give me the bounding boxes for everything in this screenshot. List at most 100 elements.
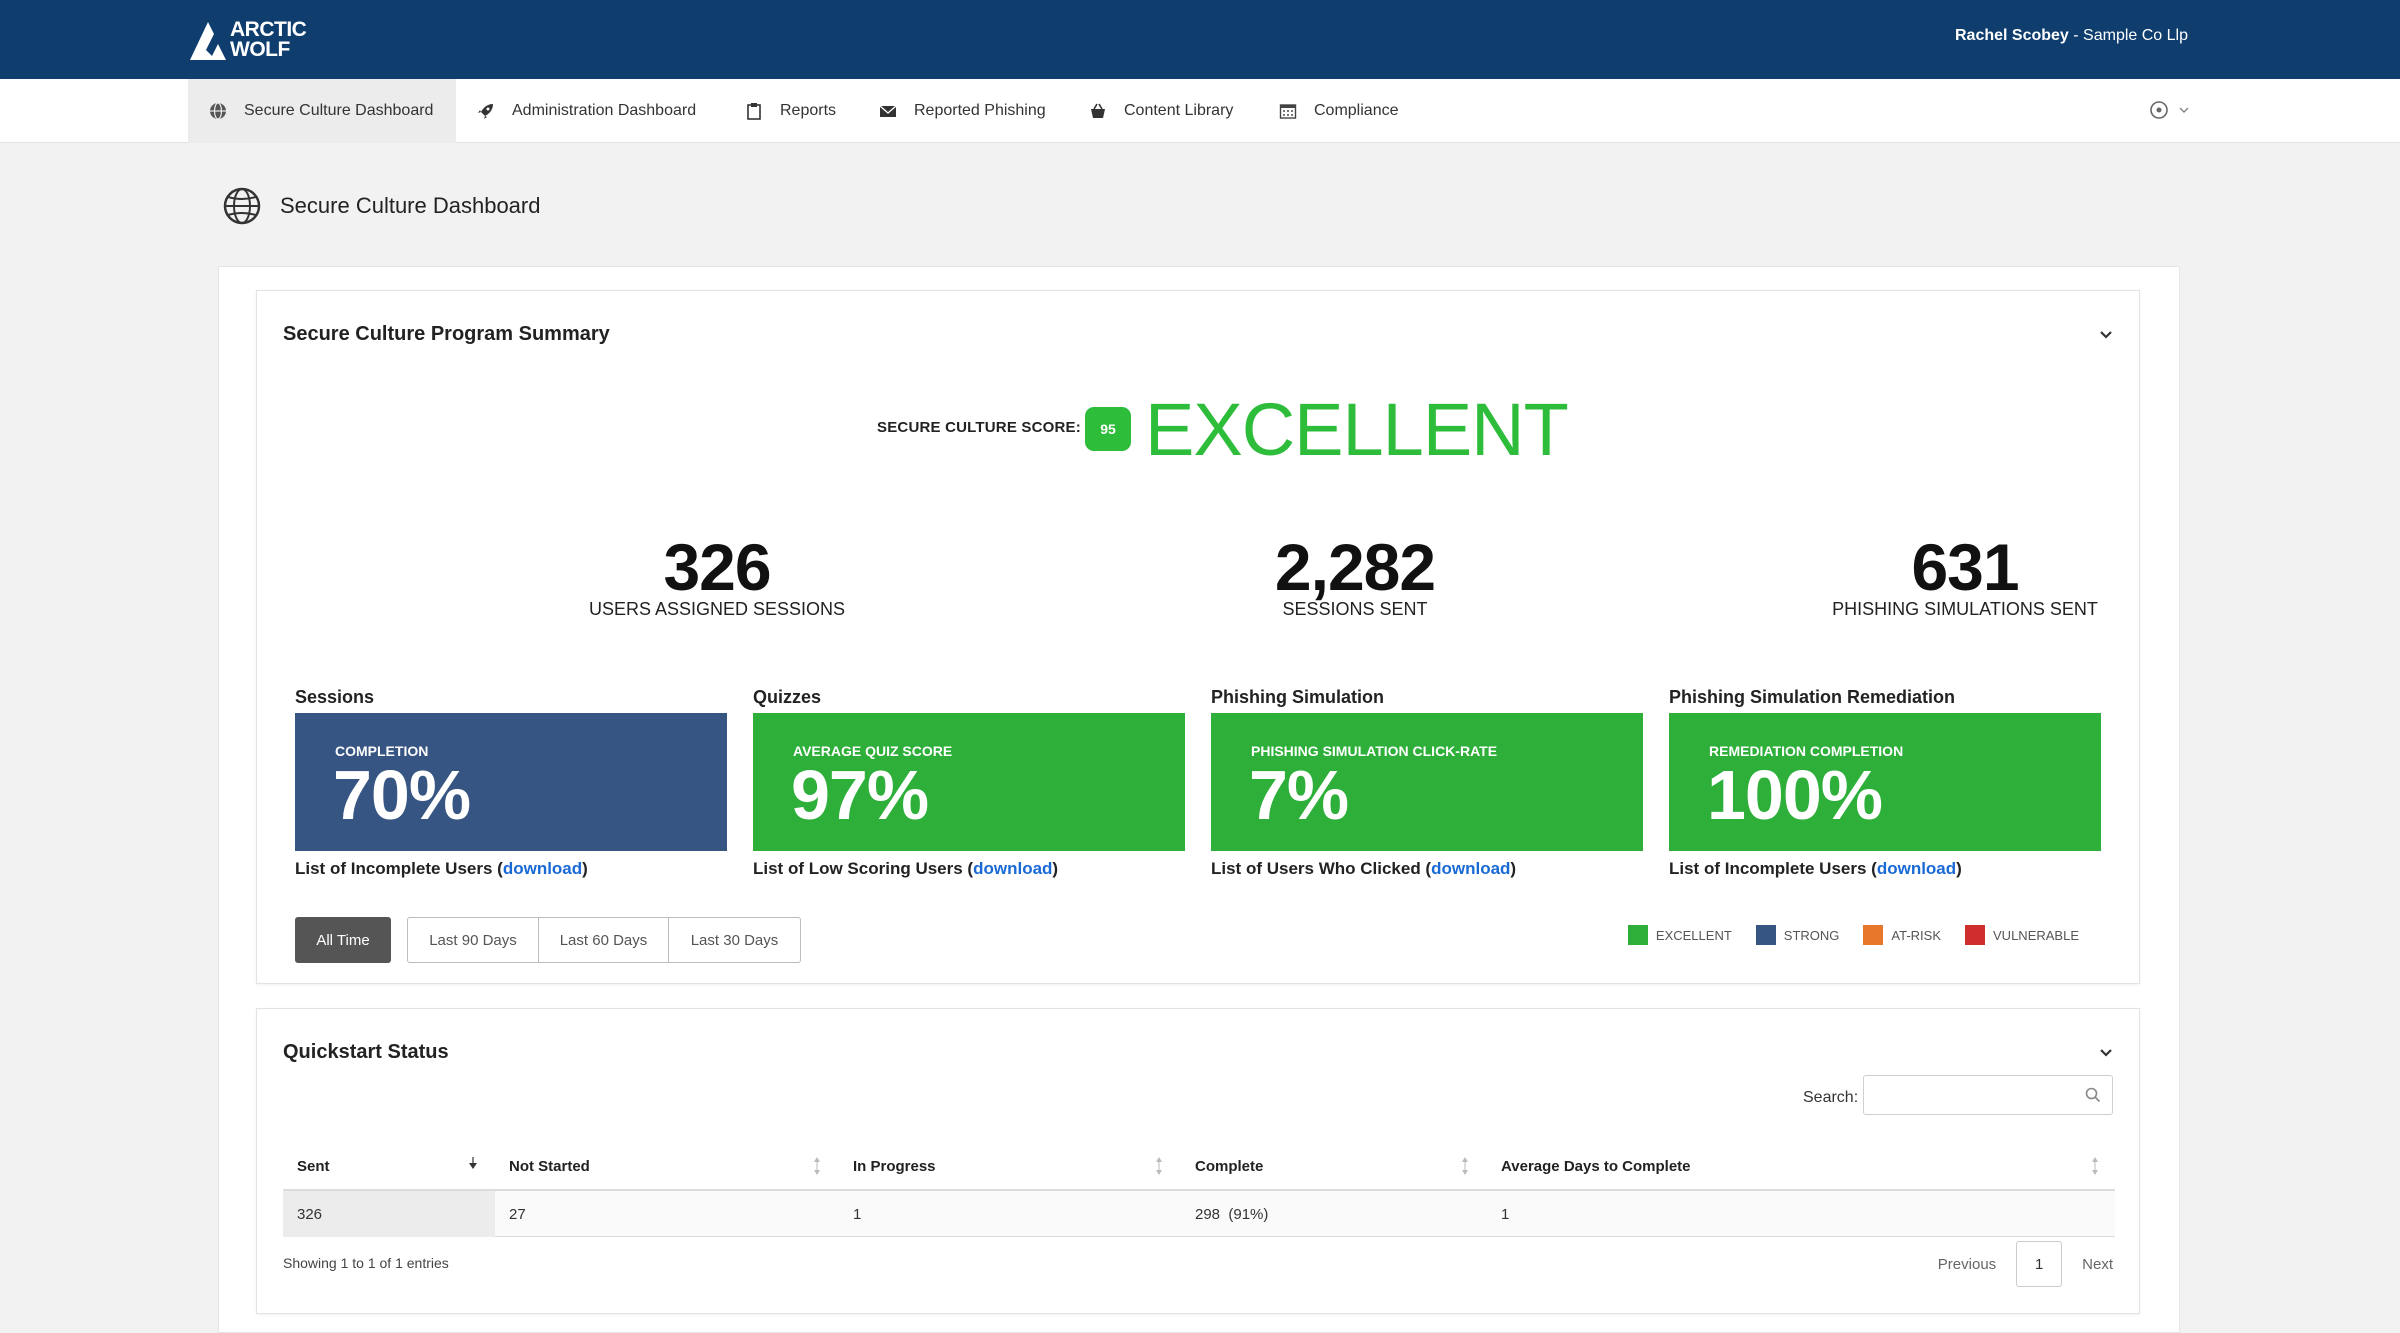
column-header-not-started[interactable]: Not Started xyxy=(509,1157,590,1175)
link-suffix: ) xyxy=(1956,859,1962,878)
table-cell: 298 (91%) xyxy=(1195,1205,1269,1223)
search-input[interactable] xyxy=(1864,1076,2074,1114)
metric-value: 97% xyxy=(791,756,929,834)
stat-value: 631 xyxy=(1911,530,2019,604)
page-1-button[interactable]: 1 xyxy=(2016,1241,2063,1287)
legend-item-at-risk: AT-RISK xyxy=(1863,925,1941,945)
metric-link-line: List of Low Scoring Users (download) xyxy=(753,859,1185,879)
table-cell: 326 xyxy=(283,1191,495,1237)
gear-icon xyxy=(2150,101,2168,119)
nav-item-compliance[interactable]: Compliance xyxy=(1278,79,1398,143)
stat-label: USERS ASSIGNED SESSIONS xyxy=(588,599,846,619)
metric-section-title: Phishing Simulation Remediation xyxy=(1669,687,1956,707)
logo-text-line1: ARCTIC xyxy=(230,18,307,41)
globe-icon xyxy=(223,187,261,225)
score-rating: EXCELLENT xyxy=(1145,388,1569,471)
metric-tile: AVERAGE QUIZ SCORE 97% xyxy=(753,713,1185,851)
program-summary-card: Secure Culture Program Summary SECURE CU… xyxy=(256,290,2140,984)
metric-section-title: Phishing Simulation xyxy=(1211,687,1385,707)
nav-item-administration-dashboard[interactable]: Administration Dashboard xyxy=(476,79,696,143)
collapse-chevron-icon[interactable] xyxy=(2097,1043,2115,1061)
nav-label: Reported Phishing xyxy=(914,102,1046,119)
stat-value: 326 xyxy=(663,530,771,604)
legend-label: AT-RISK xyxy=(1891,927,1942,943)
legend-swatch xyxy=(1627,925,1648,945)
collapse-chevron-icon[interactable] xyxy=(2097,325,2115,343)
metric-phishing-simulation: Phishing Simulation PHISHING SIMULATION … xyxy=(1211,687,1643,879)
search-icon xyxy=(2085,1087,2101,1103)
arctic-wolf-logo[interactable]: ARCTIC WOLF xyxy=(188,16,318,64)
org-name: - Sample Co Llp xyxy=(2073,27,2188,44)
score-label: SECURE CULTURE SCORE: xyxy=(877,419,1081,436)
calendar-icon xyxy=(1278,101,1298,121)
sort-icon[interactable] xyxy=(1459,1155,1471,1177)
legend-label: STRONG xyxy=(1783,927,1840,943)
settings-menu[interactable] xyxy=(2148,99,2190,121)
time-range-filters: All Time Last 90 Days Last 60 Days Last … xyxy=(295,917,801,963)
metric-link-line: List of Incomplete Users (download) xyxy=(295,859,727,879)
legend-item-strong: STRONG xyxy=(1755,925,1840,945)
metric-phishing-remediation: Phishing Simulation Remediation REMEDIAT… xyxy=(1669,687,2101,879)
sort-icon[interactable] xyxy=(2089,1155,2101,1177)
card-title: Quickstart Status xyxy=(283,1041,449,1063)
metric-caption: PHISHING SIMULATION CLICK-RATE xyxy=(1251,743,1498,759)
filter-last-60-days-button[interactable]: Last 60 Days xyxy=(539,917,669,963)
nav-item-reported-phishing[interactable]: Reported Phishing xyxy=(878,79,1046,143)
user-menu[interactable]: Rachel Scobey - Sample Co Llp xyxy=(1955,27,2188,45)
table-cell: 1 xyxy=(853,1205,862,1223)
metric-quizzes: Quizzes AVERAGE QUIZ SCORE 97% List of L… xyxy=(753,687,1185,879)
column-header-average-days[interactable]: Average Days to Complete xyxy=(1501,1157,1691,1175)
table-cell: 1 xyxy=(1501,1205,1510,1223)
nav-label: Content Library xyxy=(1124,102,1234,119)
legend-label: VULNERABLE xyxy=(1993,927,2079,943)
column-header-in-progress[interactable]: In Progress xyxy=(853,1157,936,1175)
filter-last-90-days-button[interactable]: Last 90 Days xyxy=(407,917,539,963)
link-suffix: ) xyxy=(582,859,588,878)
sort-desc-icon[interactable] xyxy=(467,1155,479,1177)
chevron-down-icon xyxy=(2179,107,2189,114)
download-link[interactable]: download xyxy=(1876,859,1957,878)
table-header: Sent Not Started In Progress Complete Av… xyxy=(283,1143,2115,1191)
score-legend: EXCELLENT STRONG AT-RISK VULNERABLE xyxy=(1604,925,2079,945)
metric-sessions: Sessions COMPLETION 70% List of Incomple… xyxy=(295,687,727,879)
filter-all-time-button[interactable]: All Time xyxy=(295,917,391,963)
column-header-sent[interactable]: Sent xyxy=(297,1157,330,1175)
link-suffix: ) xyxy=(1052,859,1059,878)
sort-icon[interactable] xyxy=(811,1155,823,1177)
metric-tile: COMPLETION 70% xyxy=(295,713,727,851)
download-link[interactable]: download xyxy=(502,859,583,878)
metric-caption: AVERAGE QUIZ SCORE xyxy=(793,743,953,759)
nav-item-content-library[interactable]: Content Library xyxy=(1088,79,1233,143)
stat-sessions-sent: 2,282 SESSIONS SENT xyxy=(1195,531,1515,620)
nav-item-secure-culture-dashboard[interactable]: Secure Culture Dashboard xyxy=(188,79,456,143)
sort-icon[interactable] xyxy=(1153,1155,1165,1177)
stat-label: SESSIONS SENT xyxy=(1282,599,1428,619)
download-link[interactable]: download xyxy=(973,859,1053,878)
page-title: Secure Culture Dashboard xyxy=(280,193,541,218)
page-header: Secure Culture Dashboard xyxy=(222,186,540,226)
nav-item-reports[interactable]: Reports xyxy=(744,79,836,143)
logo-text-line2: WOLF xyxy=(230,38,290,61)
legend-item-vulnerable: VULNERABLE xyxy=(1965,925,2079,945)
filter-last-30-days-button[interactable]: Last 30 Days xyxy=(669,917,801,963)
stat-value: 2,282 xyxy=(1274,530,1436,604)
metric-tile: PHISHING SIMULATION CLICK-RATE 7% xyxy=(1211,713,1643,851)
nav-label: Secure Culture Dashboard xyxy=(244,102,434,119)
basket-icon xyxy=(1088,101,1108,121)
top-bar: ARCTIC WOLF Rachel Scobey - Sample Co Ll… xyxy=(0,0,2400,79)
metric-section-title: Sessions xyxy=(295,687,375,707)
logo-mark-icon xyxy=(190,22,226,60)
previous-page-button[interactable]: Previous xyxy=(1937,1255,1997,1273)
column-header-complete[interactable]: Complete xyxy=(1195,1157,1264,1175)
link-prefix: List of Low Scoring Users ( xyxy=(753,859,974,878)
metric-value: 70% xyxy=(333,756,471,834)
envelope-icon xyxy=(878,101,898,121)
logo-text: ARCTIC WOLF xyxy=(230,18,307,61)
next-page-button[interactable]: Next xyxy=(2082,1255,2113,1273)
search-label: Search: xyxy=(1803,1089,1859,1106)
download-link[interactable]: download xyxy=(1431,859,1511,878)
pagination: Previous 1 Next xyxy=(1938,1241,2113,1287)
metric-link-line: List of Incomplete Users (download) xyxy=(1669,859,2101,879)
stat-users-assigned: 326 USERS ASSIGNED SESSIONS xyxy=(557,531,877,620)
link-prefix: List of Incomplete Users ( xyxy=(1669,859,1877,878)
